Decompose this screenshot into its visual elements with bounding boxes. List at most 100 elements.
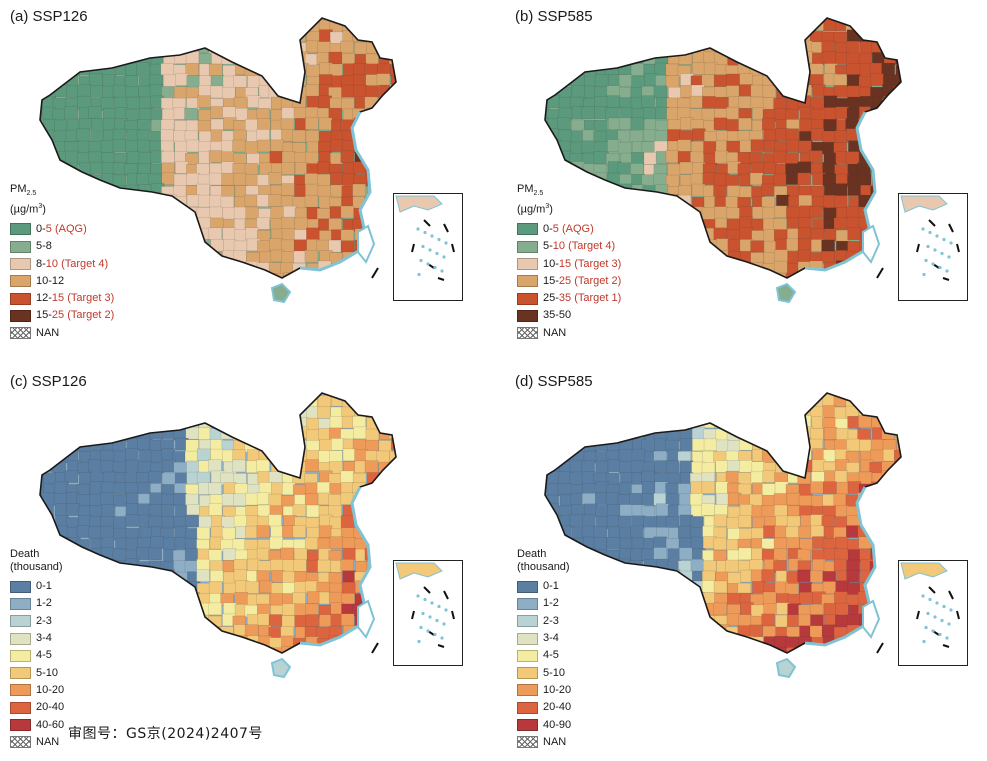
- region-cell: [881, 525, 895, 539]
- region-cell: [161, 272, 175, 278]
- region-cell: [654, 184, 669, 197]
- legend-range: 15-: [543, 274, 559, 287]
- legend-range: 2-3: [543, 614, 559, 627]
- legend-range: 5-10: [543, 666, 566, 679]
- region-cell: [617, 426, 632, 439]
- legend-target: (Target 1): [571, 292, 622, 305]
- region-cell: [739, 528, 753, 541]
- region-cell: [738, 394, 752, 408]
- region-cell: [233, 20, 248, 34]
- region-cell: [91, 660, 104, 672]
- region-cell: [773, 395, 787, 409]
- region-cell: [364, 548, 379, 561]
- region-cell: [77, 19, 91, 32]
- region-cell: [643, 648, 658, 653]
- region-cell: [677, 525, 692, 539]
- region-cell: [366, 525, 380, 539]
- region-cell: [881, 109, 896, 122]
- region-cell: [306, 504, 320, 518]
- region-cell: [281, 74, 296, 88]
- region-cell: [655, 393, 669, 406]
- region-cell: [174, 218, 188, 232]
- region-cell: [100, 140, 115, 153]
- region-cell: [727, 571, 742, 585]
- region-cell: [283, 272, 297, 278]
- inset-boundary-dash: [928, 586, 936, 594]
- region-cell: [800, 285, 813, 297]
- region-cell: [40, 19, 44, 32]
- region-cell: [630, 63, 645, 76]
- region-cell: [762, 19, 776, 33]
- region-cell: [125, 592, 139, 606]
- legend-label: 40-60: [36, 719, 64, 731]
- region-cell: [113, 593, 128, 607]
- region-cell: [667, 229, 682, 243]
- region-cell: [246, 415, 261, 429]
- region-cell: [653, 85, 668, 99]
- region-cell: [775, 417, 790, 430]
- region-cell: [42, 163, 56, 177]
- region-cell: [846, 74, 861, 87]
- region-cell: [378, 249, 393, 263]
- legend-range: 0-: [543, 222, 553, 235]
- region-cell: [882, 560, 897, 574]
- region-cell: [388, 505, 396, 519]
- region-cell: [115, 602, 129, 616]
- region-cell: [882, 249, 896, 263]
- region-cell: [198, 18, 213, 32]
- legend-title-part: (µg/m: [10, 203, 39, 216]
- legend-label: 0-5 (AQG): [36, 223, 87, 235]
- region-cell: [799, 591, 813, 605]
- region-cell: [42, 450, 56, 463]
- region-cell: [184, 615, 198, 628]
- region-cell: [785, 526, 800, 539]
- color-swatch: [10, 275, 31, 288]
- region-cell: [715, 262, 730, 275]
- region-cell: [713, 185, 727, 198]
- region-cell: [642, 624, 656, 638]
- inset-island: [926, 244, 930, 249]
- region-cell: [546, 428, 561, 441]
- region-cell: [881, 470, 895, 483]
- region-cell: [245, 173, 260, 187]
- region-cell: [377, 163, 391, 176]
- region-cell: [629, 251, 644, 264]
- region-cell: [799, 19, 813, 33]
- region-cell: [895, 130, 901, 144]
- legend-range: 1-2: [543, 597, 559, 610]
- region-cell: [113, 450, 128, 464]
- region-cell: [557, 32, 571, 45]
- region-cell: [701, 580, 716, 593]
- region-cell: [761, 437, 776, 451]
- region-cell: [40, 52, 45, 65]
- region-cell: [884, 271, 898, 278]
- region-cell: [607, 593, 621, 606]
- region-cell: [161, 150, 175, 164]
- region-cell: [677, 30, 692, 43]
- region-cell: [283, 427, 297, 440]
- region-cell: [378, 648, 393, 653]
- region-cell: [713, 537, 727, 551]
- legend-range: 10-: [543, 257, 559, 270]
- region-cell: [606, 515, 621, 528]
- region-cell: [377, 218, 391, 232]
- region-cell: [716, 439, 730, 453]
- region-cell: [186, 604, 200, 618]
- region-cell: [151, 658, 164, 670]
- color-swatch: [517, 223, 538, 236]
- region-cell: [666, 393, 680, 407]
- region-cell: [208, 549, 223, 562]
- region-cell: [810, 273, 824, 278]
- region-cell: [607, 405, 622, 419]
- region-cell: [340, 240, 355, 253]
- region-cell: [125, 459, 140, 473]
- region-cell: [833, 493, 847, 507]
- inset-island: [416, 594, 420, 598]
- region-cell: [185, 240, 199, 254]
- region-cell: [221, 172, 235, 186]
- region-cell: [281, 19, 296, 32]
- region-cell: [641, 493, 656, 506]
- region-cell: [247, 52, 261, 65]
- region-cell: [761, 417, 776, 431]
- region-cell: [629, 560, 643, 573]
